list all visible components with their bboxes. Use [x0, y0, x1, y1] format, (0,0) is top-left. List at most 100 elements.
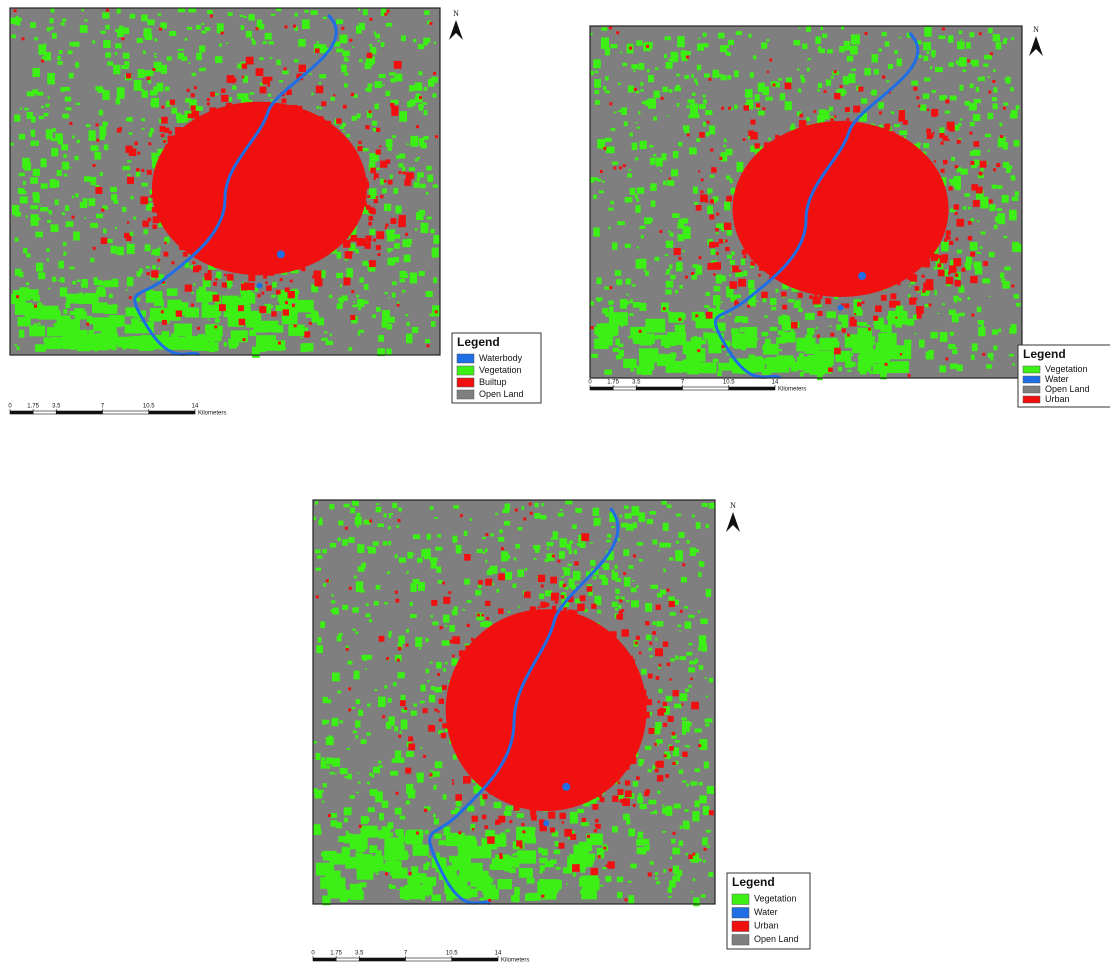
urban-patch — [600, 170, 603, 173]
urban-patch — [350, 315, 355, 320]
urban-patch — [347, 192, 351, 196]
urban-patch — [494, 706, 500, 712]
urban-patch — [898, 282, 901, 285]
vegetation-patch — [367, 704, 371, 707]
vegetation-patch — [418, 71, 422, 75]
urban-patch — [669, 178, 671, 180]
urban-patch — [782, 305, 787, 310]
vegetation-patch — [477, 549, 483, 553]
vegetation-patch — [45, 104, 49, 107]
urban-patch — [315, 48, 320, 53]
vegetation-patch — [637, 302, 641, 307]
vegetation-patch — [519, 868, 533, 878]
vegetation-patch — [20, 196, 28, 203]
urban-patch — [476, 739, 480, 743]
urban-patch — [300, 158, 304, 162]
vegetation-patch — [343, 130, 345, 132]
vegetation-patch — [388, 716, 394, 725]
urban-patch — [352, 184, 357, 189]
urban-patch — [857, 160, 865, 168]
urban-patch — [335, 165, 340, 170]
vegetation-patch — [368, 83, 373, 86]
vegetation-patch — [467, 600, 472, 603]
urban-patch — [315, 278, 323, 286]
vegetation-patch — [640, 337, 653, 346]
vegetation-patch — [311, 93, 313, 96]
vegetation-patch — [464, 531, 468, 536]
vegetation-patch — [315, 550, 321, 554]
vegetation-patch — [647, 69, 650, 72]
urban-patch — [286, 131, 290, 135]
urban-patch — [882, 265, 888, 271]
urban-patch — [191, 224, 193, 226]
urban-patch — [524, 591, 530, 597]
urban-patch — [271, 198, 274, 201]
vegetation-patch — [709, 126, 715, 135]
vegetation-patch — [383, 541, 387, 545]
vegetation-patch — [983, 63, 988, 66]
vegetation-patch — [100, 172, 103, 176]
vegetation-patch — [178, 8, 185, 12]
vegetation-patch — [878, 49, 882, 52]
vegetation-patch — [616, 355, 622, 359]
vegetation-patch — [321, 757, 325, 760]
vegetation-patch — [939, 366, 946, 373]
urban-patch — [1011, 284, 1014, 287]
urban-patch — [835, 266, 838, 269]
urban-patch — [395, 599, 399, 603]
urban-patch — [175, 167, 182, 174]
vegetation-patch — [914, 333, 916, 335]
urban-patch — [316, 86, 324, 94]
vegetation-patch — [992, 97, 997, 101]
urban-patch — [816, 216, 820, 220]
urban-patch — [16, 295, 19, 298]
urban-patch — [452, 636, 460, 644]
vegetation-patch — [129, 132, 133, 135]
vegetation-patch — [413, 845, 429, 856]
vegetation-patch — [365, 668, 367, 669]
urban-patch — [845, 187, 847, 189]
vegetation-patch — [755, 94, 760, 101]
urban-patch — [550, 577, 557, 584]
vegetation-patch — [390, 885, 396, 889]
vegetation-patch — [978, 252, 981, 254]
urban-patch — [207, 215, 214, 222]
urban-patch — [472, 828, 475, 831]
urban-patch — [300, 146, 306, 152]
vegetation-patch — [331, 813, 337, 818]
vegetation-patch — [14, 114, 20, 121]
vegetation-patch — [1004, 267, 1011, 271]
urban-patch — [379, 145, 381, 147]
vegetation-patch — [693, 878, 695, 881]
urban-patch — [524, 706, 527, 709]
urban-patch — [248, 274, 255, 281]
vegetation-patch — [352, 117, 354, 119]
urban-patch — [707, 263, 714, 270]
urban-patch — [147, 77, 151, 81]
urban-patch — [877, 204, 884, 211]
scale-label: 0 — [8, 404, 12, 410]
vegetation-patch — [688, 615, 694, 618]
urban-patch — [655, 648, 663, 656]
vegetation-patch — [313, 517, 316, 521]
urban-patch — [312, 275, 315, 278]
urban-patch — [316, 190, 318, 192]
vegetation-patch — [396, 155, 399, 159]
vegetation-patch — [388, 298, 390, 299]
urban-patch — [956, 219, 964, 227]
vegetation-patch — [11, 35, 16, 39]
urban-patch — [876, 149, 881, 154]
urban-patch — [813, 154, 819, 160]
vegetation-patch — [397, 302, 399, 304]
vegetation-patch — [424, 550, 431, 559]
urban-patch — [830, 269, 832, 271]
urban-patch — [289, 239, 293, 243]
urban-patch — [262, 214, 265, 217]
vegetation-patch — [692, 515, 695, 518]
urban-patch — [938, 270, 945, 277]
urban-patch — [259, 134, 261, 136]
vegetation-patch — [645, 746, 651, 750]
vegetation-patch — [960, 118, 963, 120]
vegetation-patch — [402, 290, 405, 293]
urban-patch — [188, 212, 193, 217]
